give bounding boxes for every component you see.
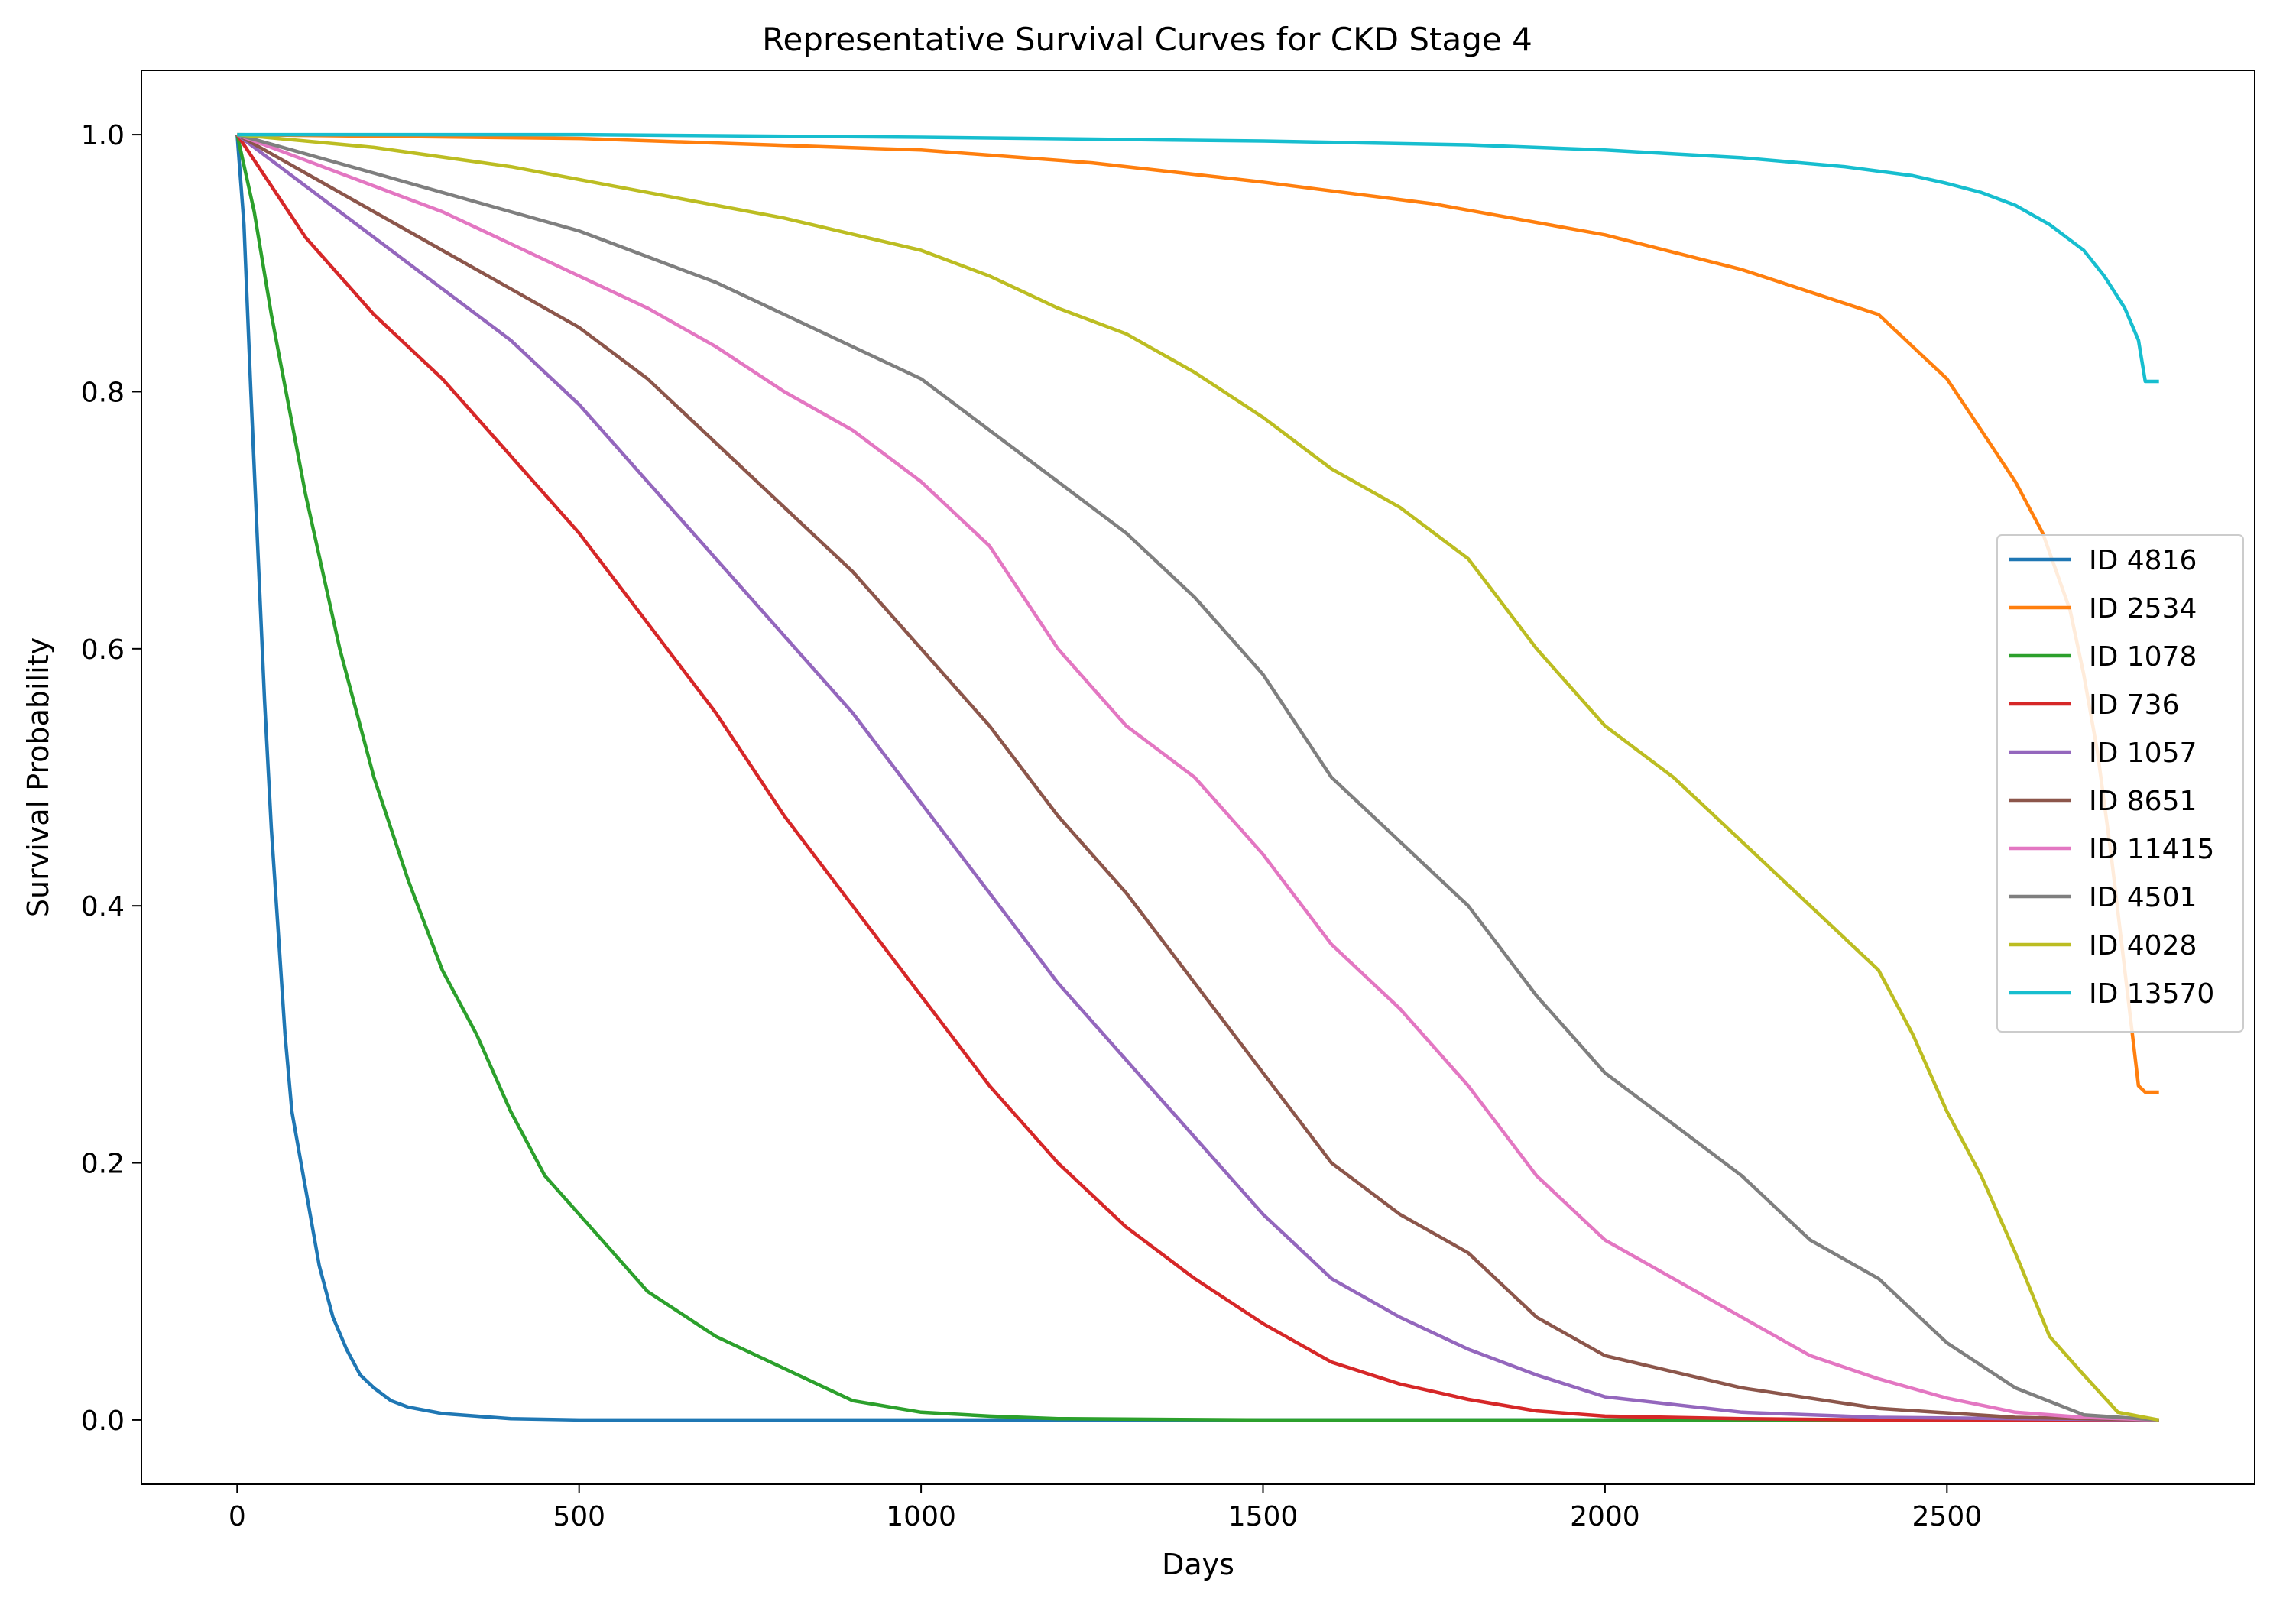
series-line-9 — [237, 132, 2160, 1422]
series-line-1 — [235, 134, 2159, 1422]
series-line-5 — [235, 133, 2159, 1422]
legend-entry-label: ID 4501 — [2089, 882, 2197, 913]
legend: ID 4816 ID 2534 ID 1078 ID 736 ID 1057 ID 865… — [1996, 534, 2244, 1033]
series-line-7 — [236, 132, 2159, 1422]
legend-entry-label: ID 1078 — [2089, 641, 2197, 673]
chart-title: Representative Survival Curves for CKD S… — [762, 21, 1532, 58]
legend-entry-label: ID 11415 — [2089, 834, 2214, 865]
y-tick-label: 0.2 — [81, 1149, 125, 1180]
legend-entry-label: ID 736 — [2089, 689, 2180, 721]
series-layer — [235, 132, 2160, 1422]
x-tick-label: 1500 — [1228, 1501, 1299, 1532]
series-line-10 — [237, 132, 2159, 384]
series-line-8 — [236, 132, 2159, 1422]
y-tick-label: 0.0 — [81, 1406, 125, 1437]
plot-frame — [141, 70, 2255, 1485]
series-line-6 — [236, 133, 2159, 1422]
legend-entry-label: ID 13570 — [2089, 978, 2214, 1010]
series-line-3 — [235, 134, 2159, 1422]
legend-entry-label: ID 4816 — [2089, 545, 2197, 576]
x-tick-label: 0 — [229, 1501, 246, 1532]
legend-entry-label: ID 2534 — [2089, 593, 2197, 624]
y-tick-label: 0.4 — [81, 891, 125, 922]
legend-entry-label: ID 8651 — [2089, 786, 2197, 817]
x-tick-label: 1000 — [886, 1501, 956, 1532]
y-tick-label: 0.8 — [81, 377, 125, 408]
series-line-4 — [235, 133, 2159, 1422]
y-tick-label: 0.6 — [81, 634, 125, 666]
legend-entry-label: ID 1057 — [2089, 738, 2197, 769]
x-tick-label: 500 — [553, 1501, 605, 1532]
legend-box — [1996, 534, 2244, 1033]
x-tick-label: 2500 — [1912, 1501, 1983, 1532]
legend-entry-label: ID 4028 — [2089, 930, 2197, 961]
x-axis-label: Days — [1162, 1548, 1234, 1581]
x-axis: 0 500 1000 1500 2000 2500 — [229, 1484, 1982, 1532]
y-axis: 0.0 0.2 0.4 0.6 0.8 1.0 — [81, 120, 141, 1437]
y-tick-label: 1.0 — [81, 120, 125, 151]
x-tick-label: 2000 — [1570, 1501, 1640, 1532]
y-axis-label: Survival Probability — [21, 637, 55, 917]
